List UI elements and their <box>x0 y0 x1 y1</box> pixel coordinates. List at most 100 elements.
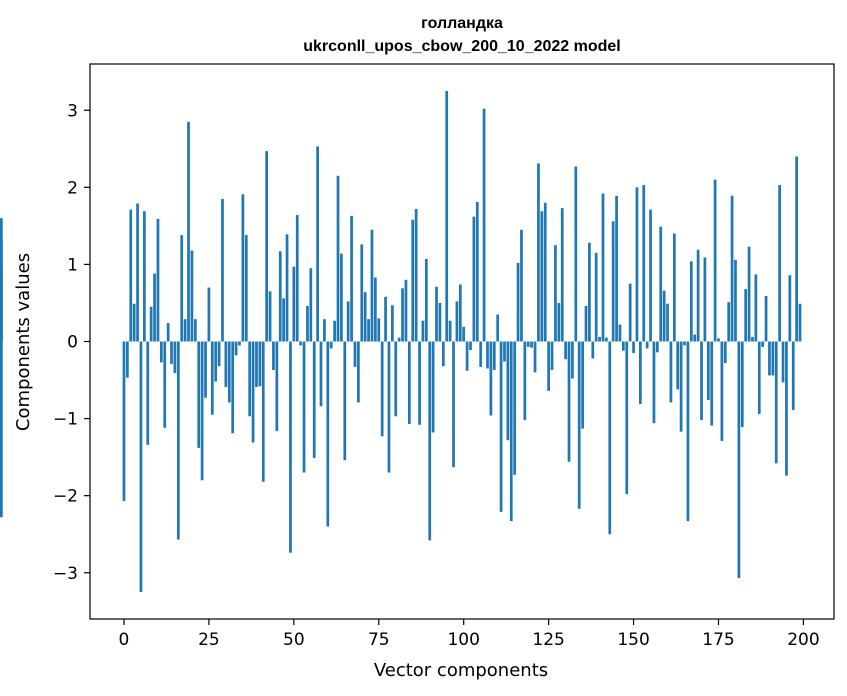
y-tick-label: −1 <box>53 410 78 430</box>
bar <box>479 341 483 367</box>
bar <box>601 193 605 342</box>
bar <box>421 320 425 342</box>
bar <box>659 226 663 342</box>
x-tick-label: 0 <box>119 630 130 650</box>
bar <box>309 268 313 342</box>
x-tick-label: 100 <box>447 630 479 650</box>
bar <box>625 341 629 495</box>
bar <box>560 208 564 342</box>
bar <box>153 273 156 342</box>
bar <box>499 341 503 512</box>
bar <box>788 275 792 342</box>
bar <box>676 341 680 390</box>
bar <box>285 234 289 342</box>
bar <box>207 287 211 342</box>
bar <box>662 290 666 342</box>
bar <box>387 341 391 473</box>
bar <box>455 301 459 342</box>
bar <box>221 198 224 342</box>
bar <box>295 215 299 342</box>
bar <box>727 302 731 342</box>
bar <box>350 215 353 342</box>
bar <box>0 341 3 518</box>
bar <box>411 219 415 342</box>
bar <box>751 336 754 342</box>
y-axis-label: Components values <box>13 253 34 431</box>
chart-title-line1: голландка <box>421 15 503 32</box>
bar <box>740 341 744 428</box>
bar <box>540 211 544 342</box>
y-tick-label: 1 <box>67 255 78 275</box>
bar <box>554 245 557 342</box>
bar <box>703 257 707 342</box>
bar <box>384 296 387 342</box>
bar <box>343 341 347 461</box>
bar <box>632 341 635 354</box>
bar <box>360 244 364 342</box>
bar <box>547 341 550 391</box>
bar <box>170 341 173 364</box>
bar <box>496 314 500 342</box>
bar <box>462 326 466 342</box>
bar <box>126 341 129 378</box>
bar <box>289 341 292 553</box>
bar <box>200 341 204 481</box>
bar <box>193 319 197 342</box>
bar <box>615 195 618 342</box>
bar <box>666 303 669 342</box>
bar <box>717 338 720 342</box>
bar <box>523 341 527 421</box>
bar <box>649 209 652 342</box>
bar <box>268 291 272 342</box>
bar <box>380 341 384 437</box>
bar <box>537 163 540 342</box>
bar <box>706 341 710 401</box>
bar <box>122 341 126 502</box>
bar <box>312 341 316 458</box>
bar <box>431 341 435 433</box>
bar <box>333 320 336 342</box>
bar <box>683 341 686 346</box>
bar <box>238 341 241 346</box>
bar <box>197 341 201 448</box>
bar-series <box>0 90 802 593</box>
bar <box>176 341 180 540</box>
bar <box>598 336 601 342</box>
bar <box>391 305 394 342</box>
bar <box>781 341 785 383</box>
bar <box>278 251 282 342</box>
bar <box>798 303 802 342</box>
bar <box>275 341 279 431</box>
bar <box>761 341 765 347</box>
bar <box>635 187 639 342</box>
bar <box>489 341 493 416</box>
bar <box>506 341 510 441</box>
bar <box>669 341 673 403</box>
x-tick-label: 50 <box>283 630 305 650</box>
bar <box>475 201 479 342</box>
bar <box>326 341 330 527</box>
bar <box>791 341 795 411</box>
bar <box>357 341 360 403</box>
bar <box>319 341 323 407</box>
y-tick-label: −3 <box>53 564 78 584</box>
x-tick-label: 150 <box>617 630 649 650</box>
x-tick-label: 25 <box>198 630 220 650</box>
bar <box>622 341 625 351</box>
bar <box>336 175 340 342</box>
bar <box>618 324 622 342</box>
bar <box>591 341 595 359</box>
bar <box>346 301 350 342</box>
bar <box>163 341 167 428</box>
bar <box>306 306 309 342</box>
bar <box>394 341 398 417</box>
bar <box>723 341 727 364</box>
bar <box>292 266 296 342</box>
bar <box>231 341 235 434</box>
bar <box>696 249 700 342</box>
bar <box>244 235 248 342</box>
bar <box>159 341 163 363</box>
bar <box>166 323 170 342</box>
bar <box>689 261 693 342</box>
bar <box>785 341 788 476</box>
